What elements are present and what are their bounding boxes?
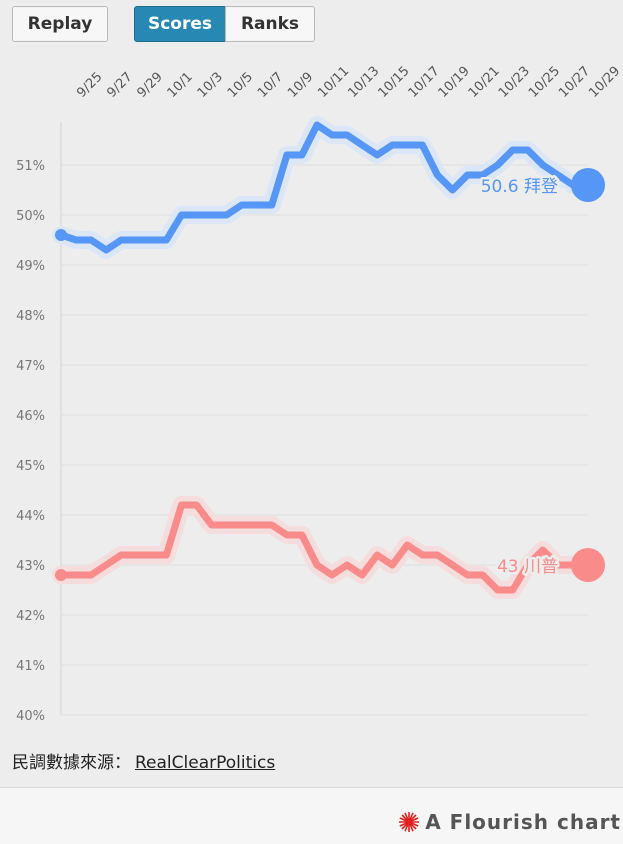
y-axis-ticks: 51% 50% 49% 48% 47% 46% 45% 44% 43% 42% 41% 40%: [16, 159, 45, 724]
x-tick-label: 10/3: [195, 70, 226, 101]
y-tick-label: 51%: [16, 159, 45, 174]
grid-lines: [60, 122, 588, 716]
flourish-logo-icon: [399, 812, 420, 832]
x-axis-ticks: 9/259/279/2910/110/310/510/710/910/1110/…: [74, 64, 623, 101]
series-end-point: [571, 548, 605, 582]
y-tick-label: 46%: [16, 409, 45, 424]
x-tick-label: 10/5: [225, 70, 256, 101]
x-tick-label: 10/13: [345, 64, 382, 101]
x-tick-label: 10/17: [406, 64, 443, 101]
x-tick-label: 10/11: [315, 64, 352, 101]
series-line: [57, 501, 592, 594]
series-line: [57, 121, 592, 254]
series-start-point: [55, 229, 67, 241]
x-tick-label: 10/27: [556, 64, 593, 101]
y-tick-label: 42%: [16, 609, 45, 624]
line-chart: 51% 50% 49% 48% 47% 46% 45% 44% 43% 42% 41% 40% 9/2…: [16, 64, 623, 724]
y-tick-label: 45%: [16, 459, 45, 474]
series-lines: [52, 116, 605, 599]
series-halo: [52, 496, 597, 599]
series-end-point: [571, 168, 605, 202]
x-tick-label: 9/27: [104, 70, 135, 101]
y-tick-label: 44%: [16, 509, 45, 524]
series-end-label: 43 川普: [497, 557, 558, 577]
x-tick-label: 9/25: [74, 70, 105, 101]
x-tick-label: 10/21: [466, 64, 503, 101]
x-tick-label: 10/19: [436, 64, 473, 101]
x-tick-label: 10/1: [165, 70, 196, 101]
source-note: 民調數據來源： RealClearPolitics: [12, 748, 275, 773]
series-end-label: 50.6 拜登: [481, 177, 558, 197]
y-tick-label: 49%: [16, 259, 45, 274]
y-tick-label: 40%: [16, 709, 45, 724]
x-tick-label: 10/15: [375, 64, 412, 101]
ranks-tab[interactable]: Ranks: [225, 6, 315, 42]
flourish-text: A Flourish chart: [425, 810, 621, 834]
series-start-point: [55, 569, 67, 581]
y-tick-label: 47%: [16, 359, 45, 374]
x-tick-label: 9/29: [135, 70, 166, 101]
source-link[interactable]: RealClearPolitics: [135, 753, 276, 773]
y-tick-label: 43%: [16, 559, 45, 574]
x-tick-label: 10/23: [496, 64, 533, 101]
x-tick-label: 10/29: [586, 64, 623, 101]
scores-tab[interactable]: Scores: [134, 6, 226, 42]
source-prefix: 民調數據來源：: [12, 753, 131, 773]
replay-button[interactable]: Replay: [12, 6, 108, 42]
y-tick-label: 41%: [16, 659, 45, 674]
x-tick-label: 10/9: [285, 70, 316, 101]
footer: A Flourish chart: [0, 787, 623, 844]
end-labels: 50.6 拜登 43 川普: [478, 175, 560, 580]
x-tick-label: 10/25: [526, 64, 563, 101]
y-tick-label: 50%: [16, 209, 45, 224]
y-tick-label: 48%: [16, 309, 45, 324]
x-tick-label: 10/7: [255, 70, 286, 101]
flourish-credit[interactable]: A Flourish chart: [398, 810, 621, 834]
